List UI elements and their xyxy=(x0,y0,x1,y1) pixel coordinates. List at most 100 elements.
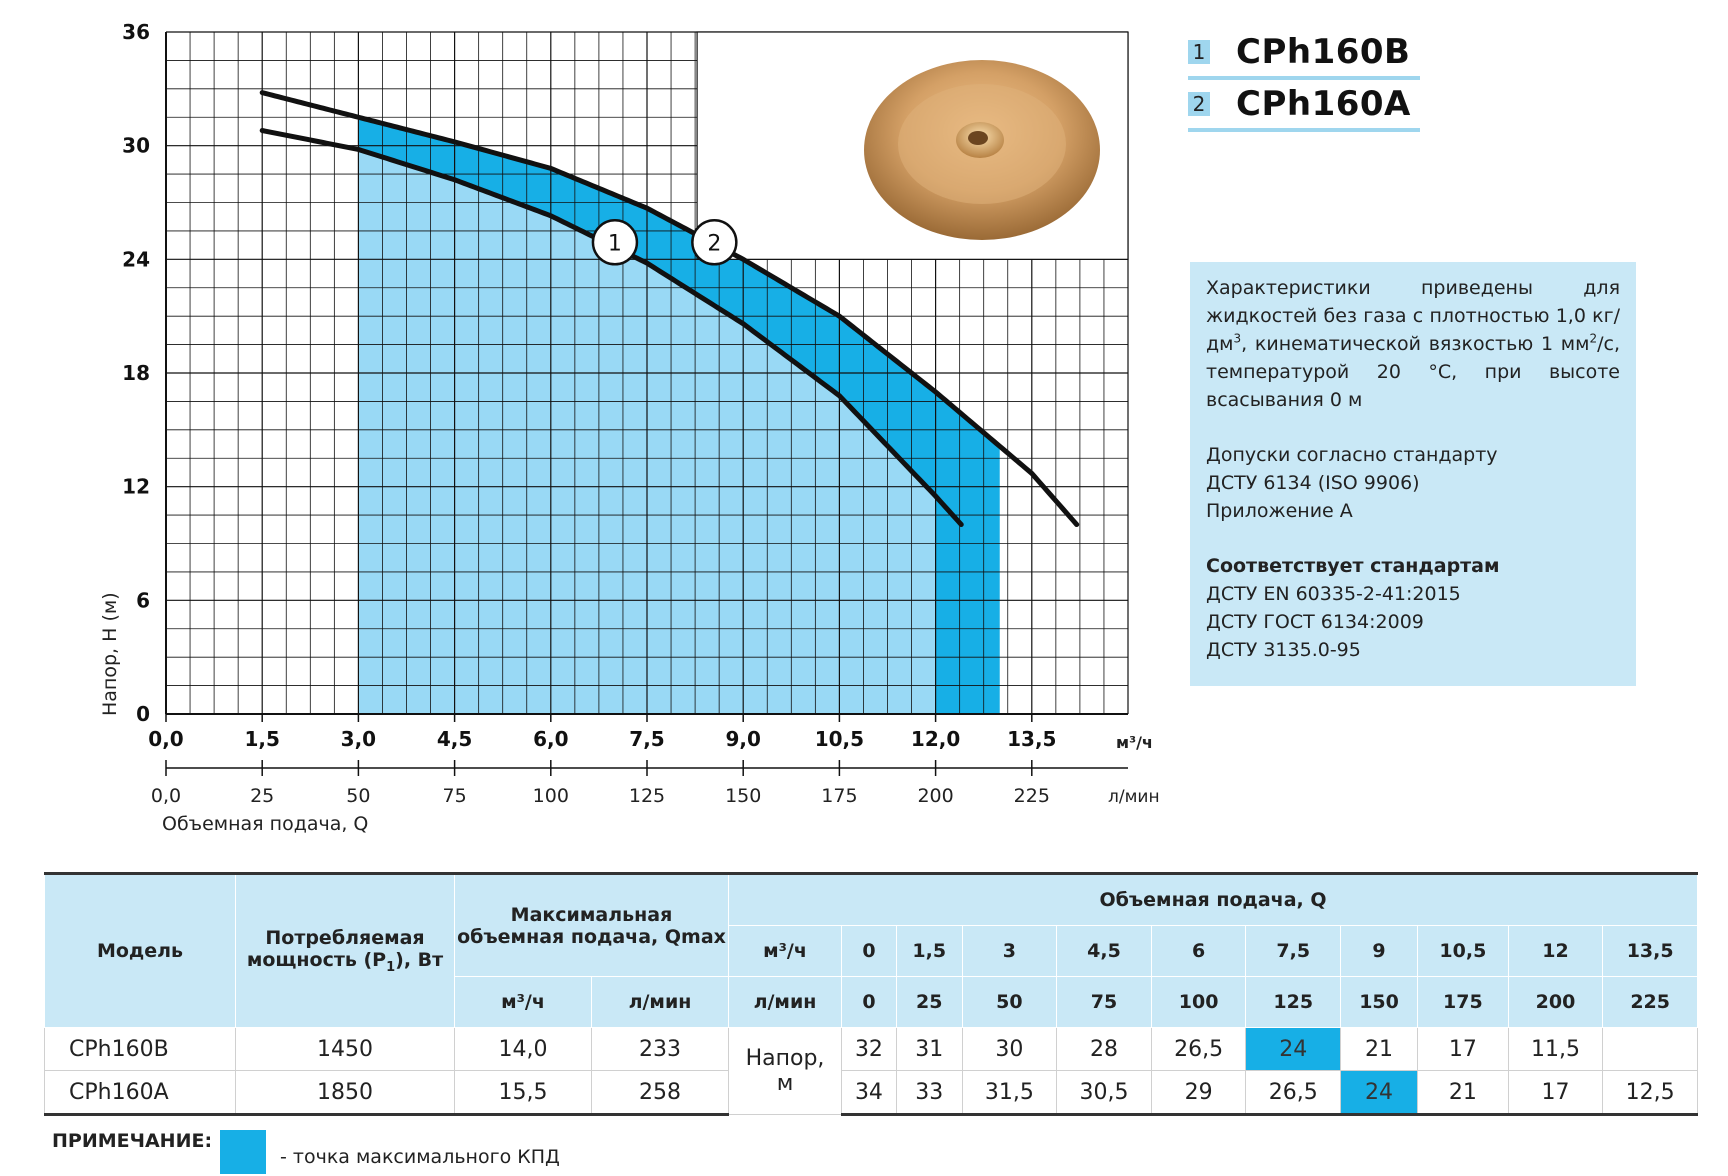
table-row: CPh160A 1850 15,5 258 34 33 31,5 30,5 29… xyxy=(44,1070,1698,1116)
legend-item: 2 CPh160A xyxy=(1188,82,1420,132)
q-m3-cell: 12 xyxy=(1507,925,1604,977)
qmax-unit-lmin: л/мин xyxy=(591,976,729,1028)
head-cell: 29 xyxy=(1150,1070,1247,1116)
y-tick-label: 0 xyxy=(136,702,150,726)
x-tick-label-secondary: 100 xyxy=(533,785,569,807)
head-cell: 12,5 xyxy=(1602,1070,1698,1116)
x-axis-label: Объемная подача, Q xyxy=(162,813,368,835)
y-tick-label: 30 xyxy=(122,134,150,158)
info-standard-item: ДСТУ 3135.0-95 xyxy=(1206,639,1361,661)
curve-marker-label: 1 xyxy=(608,231,622,256)
head-cell: 30 xyxy=(961,1027,1058,1071)
q-lmin-cell: 225 xyxy=(1602,976,1698,1028)
x-tick-label-primary: 3,0 xyxy=(341,727,376,751)
q-lmin-cell: 100 xyxy=(1150,976,1247,1028)
info-tolerance-line: Приложение А xyxy=(1206,500,1353,522)
q-m3-cell: 9 xyxy=(1340,925,1419,977)
unit-m3h: м³/ч xyxy=(728,925,842,977)
header-flow: Объемная подача, Q xyxy=(728,872,1698,926)
head-cell: 33 xyxy=(895,1070,963,1116)
x-tick-label-secondary: 150 xyxy=(725,785,761,807)
x-tick-label-primary: 4,5 xyxy=(437,727,472,751)
qmax-m3-cell: 14,0 xyxy=(454,1027,592,1071)
head-cell: 26,5 xyxy=(1245,1070,1342,1116)
impeller-photo xyxy=(696,31,1129,260)
q-lmin-cell: 200 xyxy=(1507,976,1604,1028)
x-tick-label-primary: 1,5 xyxy=(244,727,279,751)
head-cell-max-efficiency: 24 xyxy=(1340,1070,1419,1116)
unit-lmin: л/мин xyxy=(728,976,842,1028)
q-lmin-cell: 25 xyxy=(895,976,963,1028)
q-m3-cell: 3 xyxy=(961,925,1058,977)
info-tolerance-line: Допуски согласно стандарту xyxy=(1206,444,1498,466)
q-lmin-cell: 175 xyxy=(1417,976,1509,1028)
header-model: Модель xyxy=(44,872,236,1028)
x-tick-label-primary: 10,5 xyxy=(815,727,864,751)
legend-number: 1 xyxy=(1188,40,1210,64)
y-tick-label: 36 xyxy=(122,20,150,44)
head-cell-max-efficiency: 24 xyxy=(1245,1027,1342,1071)
q-m3-cell: 0 xyxy=(841,925,897,977)
head-cell: 32 xyxy=(841,1027,897,1071)
head-cell: 11,5 xyxy=(1507,1027,1604,1071)
model-cell: CPh160B xyxy=(44,1027,236,1071)
head-cell: 28 xyxy=(1056,1027,1152,1071)
head-cell: 26,5 xyxy=(1150,1027,1247,1071)
head-cell: 21 xyxy=(1417,1070,1509,1116)
specification-table: Модель Потребляемая мощность (P1), Вт Ма… xyxy=(44,872,1698,1116)
q-m3-cell: 7,5 xyxy=(1245,925,1342,977)
model-cell: CPh160A xyxy=(44,1070,236,1116)
info-tolerance-line: ДСТУ 6134 (ISO 9906) xyxy=(1206,472,1420,494)
x-tick-label-secondary: 175 xyxy=(821,785,857,807)
q-lmin-cell: 50 xyxy=(961,976,1058,1028)
info-standards-title: Соответствует стандартам xyxy=(1206,555,1500,577)
y-tick-label: 24 xyxy=(122,247,150,271)
q-lmin-cell: 150 xyxy=(1340,976,1419,1028)
legend-model-name: CPh160B xyxy=(1236,32,1411,72)
series-legend: 1 CPh160B 2 CPh160A xyxy=(1188,30,1420,134)
head-label-cell: Напор, м xyxy=(728,1027,842,1115)
head-cell: 21 xyxy=(1340,1027,1419,1071)
qmax-unit-m3h: м³/ч xyxy=(454,976,592,1028)
curve-series-2 xyxy=(259,90,1080,528)
x-tick-label-primary: 9,0 xyxy=(725,727,760,751)
qmax-m3-cell: 15,5 xyxy=(454,1070,592,1116)
x-tick-label-secondary: 125 xyxy=(629,785,665,807)
impeller-bore xyxy=(968,131,988,145)
x-tick-label-secondary: 50 xyxy=(346,785,370,807)
x-axis-unit-secondary: л/мин xyxy=(1108,787,1160,807)
curve-marker-label: 2 xyxy=(707,231,721,256)
x-tick-label-primary: 0,0 xyxy=(148,727,183,751)
table-row: CPh160B 1450 14,0 233 Напор, м 32 31 30 2… xyxy=(44,1027,1698,1115)
x-tick-label-primary: 7,5 xyxy=(629,727,664,751)
legend-number: 2 xyxy=(1188,92,1210,116)
info-conditions-text: Характеристики приведены для жидкостей б… xyxy=(1206,277,1620,411)
y-axis-label: Напор, Н (м) xyxy=(99,592,121,716)
x-tick-label-primary: 6,0 xyxy=(533,727,568,751)
legend-item: 1 CPh160B xyxy=(1188,30,1420,80)
head-cell: 17 xyxy=(1507,1070,1604,1116)
info-standard-item: ДСТУ EN 60335-2-41:2015 xyxy=(1206,583,1461,605)
x-tick-label-secondary: 0,0 xyxy=(151,785,181,807)
x-tick-label-secondary: 25 xyxy=(250,785,274,807)
q-m3-cell: 1,5 xyxy=(895,925,963,977)
x-tick-label-secondary: 75 xyxy=(443,785,467,807)
x-axis-unit-primary: м³/ч xyxy=(1116,733,1153,752)
y-tick-label: 6 xyxy=(136,588,150,612)
q-m3-cell: 10,5 xyxy=(1417,925,1509,977)
max-efficiency-swatch xyxy=(220,1130,266,1174)
x-tick-label-primary: 12,0 xyxy=(911,727,960,751)
x-tick-label-secondary: 200 xyxy=(917,785,953,807)
info-standard-item: ДСТУ ГОСТ 6134:2009 xyxy=(1206,611,1424,633)
head-cell: 34 xyxy=(841,1070,897,1116)
q-lmin-cell: 75 xyxy=(1056,976,1152,1028)
q-m3-cell: 6 xyxy=(1150,925,1247,977)
head-cell xyxy=(1602,1027,1698,1071)
curve-marker-1 xyxy=(591,219,639,266)
head-cell: 31,5 xyxy=(961,1070,1058,1116)
note-label: ПРИМЕЧАНИЕ: xyxy=(52,1130,213,1152)
qmax-lmin-cell: 233 xyxy=(591,1027,729,1071)
